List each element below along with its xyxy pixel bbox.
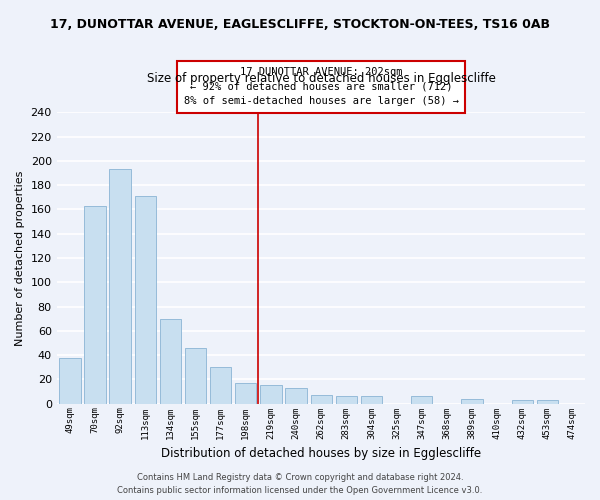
Text: Contains HM Land Registry data © Crown copyright and database right 2024.
Contai: Contains HM Land Registry data © Crown c…: [118, 474, 482, 495]
Bar: [109, 170, 131, 404]
Bar: [512, 400, 533, 404]
Bar: [536, 400, 558, 404]
Bar: [210, 367, 232, 404]
Y-axis label: Number of detached properties: Number of detached properties: [15, 170, 25, 346]
Text: 17, DUNOTTAR AVENUE, EAGLESCLIFFE, STOCKTON-ON-TEES, TS16 0AB: 17, DUNOTTAR AVENUE, EAGLESCLIFFE, STOCK…: [50, 18, 550, 30]
Bar: [260, 386, 281, 404]
Bar: [235, 383, 256, 404]
Bar: [286, 388, 307, 404]
Bar: [160, 318, 181, 404]
Bar: [59, 358, 80, 404]
Bar: [134, 196, 156, 404]
Bar: [361, 396, 382, 404]
Bar: [461, 399, 482, 404]
Bar: [411, 396, 433, 404]
Bar: [185, 348, 206, 404]
Bar: [335, 396, 357, 404]
Bar: [311, 395, 332, 404]
Title: Size of property relative to detached houses in Egglescliffe: Size of property relative to detached ho…: [147, 72, 496, 85]
Bar: [85, 206, 106, 404]
Text: 17 DUNOTTAR AVENUE: 202sqm
← 92% of detached houses are smaller (712)
8% of semi: 17 DUNOTTAR AVENUE: 202sqm ← 92% of deta…: [184, 67, 458, 106]
X-axis label: Distribution of detached houses by size in Egglescliffe: Distribution of detached houses by size …: [161, 447, 481, 460]
